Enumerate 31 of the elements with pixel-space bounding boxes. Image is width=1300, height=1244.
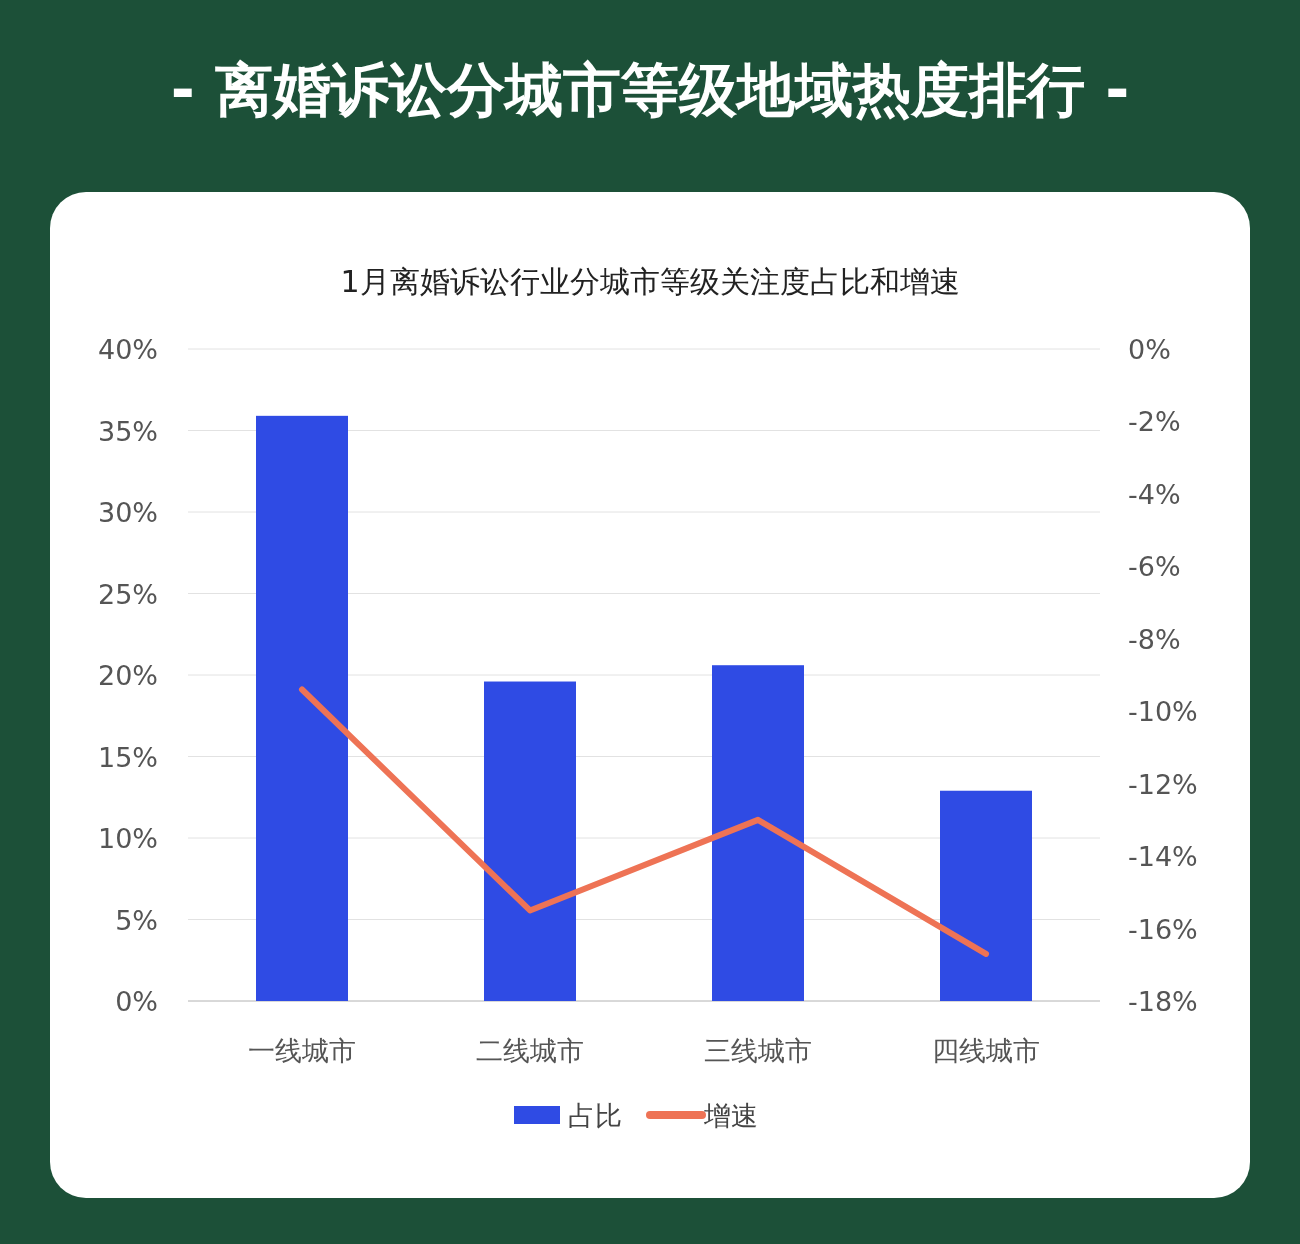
x-tick-label: 一线城市 [248,1035,356,1066]
y-tick-label: 35% [97,415,158,447]
chart-subtitle: 1月离婚诉讼行业分城市等级关注度占比和增速 [340,264,960,299]
y2-tick-label: -10% [1128,696,1198,728]
y-tick-label: 0% [115,986,158,1017]
x-tick-label: 三线城市 [704,1035,812,1066]
y-tick-label: 20% [97,660,158,691]
y-tick-label: 5% [115,904,158,936]
y2-tick-label: -14% [1128,841,1198,873]
x-tick-label: 四线城市 [932,1035,1040,1066]
y2-tick-label: -18% [1128,986,1198,1017]
x-tick-label: 二线城市 [476,1035,584,1066]
y-tick-label: 40% [97,334,158,365]
y2-tick-label: -4% [1128,478,1181,510]
legend-label: 占比 [568,1100,622,1131]
bar [712,665,804,1001]
y2-tick-label: -2% [1128,406,1181,438]
bar [940,790,1032,1001]
bar [256,415,348,1001]
y2-tick-label: -12% [1128,768,1198,800]
y2-tick-label: -16% [1128,913,1198,945]
y2-tick-label: -8% [1128,623,1181,655]
y-tick-label: 10% [97,823,158,854]
y-tick-label: 25% [97,578,158,610]
y-tick-label: 15% [97,741,158,773]
y2-tick-label: -6% [1128,551,1181,583]
y-tick-label: 30% [97,497,158,528]
y2-tick-label: 0% [1128,334,1171,365]
bar [484,681,576,1001]
legend-label: 增速 [703,1100,758,1131]
chart-title: - 离婚诉讼分城市等级地域热度排行 - [170,56,1130,124]
